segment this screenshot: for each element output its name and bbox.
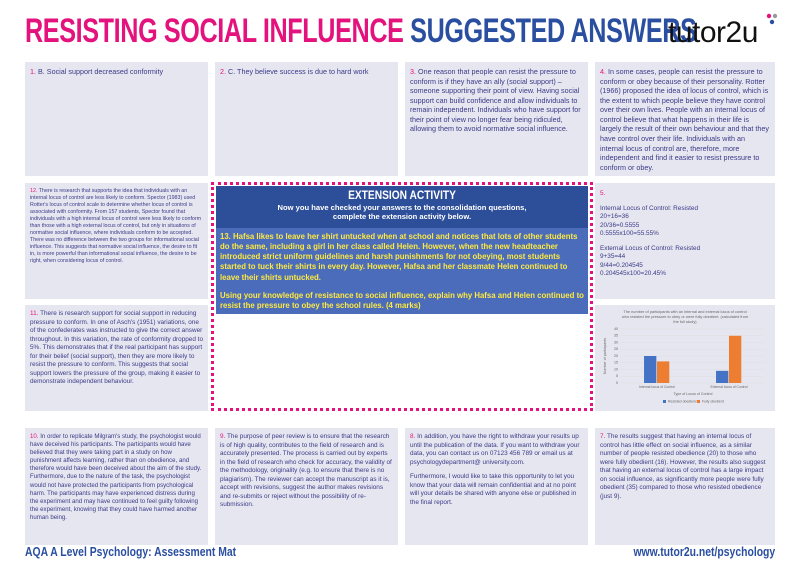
footer-right: www.tutor2u.net/psychology (633, 544, 775, 559)
answer-cell: 5. Internal Locus of Control: Resisted 20… (595, 183, 775, 299)
answer-cell: 3. One reason that people can resist the… (405, 62, 588, 176)
answer-cell: 7. The results suggest that having an in… (595, 428, 775, 545)
answer-text: In order to replicate Milgram's study, t… (30, 433, 202, 521)
x-axis-label: Type of Locus of Control (674, 392, 713, 396)
y-tick-label: 0 (616, 381, 618, 385)
answer-cell: 8. In addition, you have the right to wi… (405, 428, 588, 545)
legend-label: Fully obedient (702, 400, 724, 404)
extension-instructions: Now you have checked your answers to the… (277, 203, 527, 222)
legend-label: Resisted obedience (668, 400, 699, 404)
extension-body: 13. Hafsa likes to leave her shirt untuc… (216, 228, 588, 314)
chart-title: The number of participants with an inter… (621, 309, 749, 325)
answer-text: In some cases, people can resist the pre… (600, 67, 770, 172)
y-tick-label: 10 (614, 367, 618, 371)
question-text: Hafsa likes to leave her shirt untucked … (220, 232, 578, 282)
answer-number: 8. (410, 433, 416, 440)
answer-number: 7. (600, 433, 606, 440)
x-tick-label: Internal locus of Control (639, 385, 675, 389)
answer-text: C. They believe success is due to hard w… (228, 67, 369, 76)
y-tick-label: 15 (614, 361, 618, 365)
answer-number: 12. (30, 188, 38, 194)
calc-line: 20+16=36 (600, 213, 629, 221)
logo-icon (766, 13, 778, 25)
answer-cell: 11. There is research support for social… (25, 305, 208, 411)
bar (644, 356, 657, 383)
extension-header: EXTENSION ACTIVITY Now you have checked … (216, 186, 588, 228)
answer-text: There is research that supports the idea… (30, 188, 202, 265)
x-tick-label: External locus of Control (711, 385, 748, 389)
extension-activity: EXTENSION ACTIVITY Now you have checked … (211, 182, 593, 411)
legend-swatch (663, 400, 666, 403)
calc-line: 0.5555x100=55.55% (600, 230, 659, 238)
y-tick-label: 35 (614, 334, 618, 338)
answer-text: The purpose of peer review is to ensure … (220, 433, 392, 509)
y-tick-label: 5 (616, 374, 618, 378)
y-axis-label: Number of participants (603, 338, 607, 374)
bar (716, 370, 729, 383)
title-part: RESISTING SOCIAL INFLUENCE (25, 12, 404, 50)
calc-line: Internal Locus of Control: Resisted (600, 204, 699, 212)
answer-number: 10. (30, 433, 39, 440)
y-tick-label: 40 (614, 327, 618, 331)
answer-cell: 1. B. Social support decreased conformit… (25, 62, 208, 176)
answer-text: The results suggest that having an inter… (600, 433, 766, 500)
answer-number: 2. (220, 67, 226, 76)
answer-number: 11. (30, 310, 39, 317)
answer-text: Furthermore, I would like to take this o… (410, 473, 577, 506)
calc-line: 20/36=0.5555 (600, 221, 640, 229)
answer-cell: 10. In order to replicate Milgram's stud… (25, 428, 208, 545)
answer-cell: 2. C. They believe success is due to har… (215, 62, 398, 176)
task-text: Using your knowledge of resistance to so… (220, 290, 584, 310)
logo-text: tutor2u (668, 16, 758, 49)
answer-number: 3. (410, 67, 416, 76)
page-title: RESISTING SOCIAL INFLUENCE SUGGESTED ANS… (25, 12, 697, 51)
y-tick-label: 30 (614, 340, 618, 344)
calc-line: External Locus of Control: Resisted (600, 244, 701, 252)
y-tick-label: 25 (614, 347, 618, 351)
question-number: 13. (220, 232, 231, 241)
calc-line: 9/44=0.204545 (600, 261, 643, 269)
answer-number: 4. (600, 67, 606, 76)
bar (729, 335, 742, 383)
answer-number: 1. (30, 67, 36, 76)
answer-number: 5. (600, 190, 606, 197)
chart-cell: The number of participants with an inter… (595, 305, 775, 411)
title-part: SUGGESTED ANSWERS (410, 12, 697, 50)
answer-number: 9. (220, 433, 226, 440)
y-tick-label: 20 (614, 354, 618, 358)
answer-text: In addition, you have the right to withd… (410, 433, 580, 466)
answer-cell: 9. The purpose of peer review is to ensu… (215, 428, 398, 545)
answer-text: B. Social support decreased conformity (38, 67, 164, 76)
answer-cell: 4. In some cases, people can resist the … (595, 62, 775, 176)
logo: tutor2u (668, 16, 758, 50)
answer-cell: 12. There is research that supports the … (25, 183, 208, 299)
bar (657, 361, 670, 383)
answer-text: One reason that people can resist the pr… (410, 67, 581, 134)
extension-heading: EXTENSION ACTIVITY (348, 188, 456, 202)
calc-line: 9+35=44 (600, 253, 626, 261)
legend-swatch (697, 400, 700, 403)
footer-left: AQA A Level Psychology: Assessment Mat (25, 544, 237, 559)
chart: 0 5 10 15 20 25 30 35 40 Number of participants In… (603, 327, 765, 404)
calc-line: 0.204545x100=20.45% (600, 270, 666, 278)
answer-text: There is research support for social sup… (30, 310, 204, 386)
